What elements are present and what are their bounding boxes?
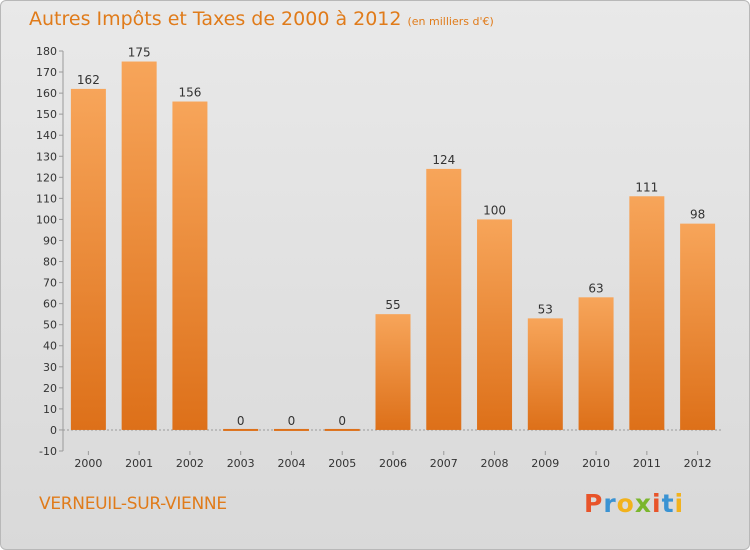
bar xyxy=(426,168,462,430)
bar xyxy=(121,61,157,430)
y-tick-label: 30 xyxy=(43,361,57,374)
data-label: 55 xyxy=(385,298,400,312)
data-label: 0 xyxy=(288,414,296,428)
bar xyxy=(375,314,411,430)
data-label: 111 xyxy=(635,180,658,194)
x-tick-label: 2007 xyxy=(430,457,458,470)
logo-letter: P xyxy=(584,489,604,518)
data-label: 53 xyxy=(538,302,553,316)
x-tick-label: 2002 xyxy=(176,457,204,470)
chart-title: Autres Impôts et Taxes de 2000 à 2012 (en… xyxy=(29,8,494,30)
data-label: 124 xyxy=(432,153,455,167)
logo-letter: r xyxy=(603,489,617,518)
logo-letter: o xyxy=(616,489,635,518)
y-tick-label: 150 xyxy=(36,108,57,121)
data-label: 100 xyxy=(483,203,506,217)
bar xyxy=(527,318,563,430)
bar xyxy=(477,219,513,430)
bar xyxy=(629,196,665,430)
y-tick-label: 100 xyxy=(36,213,57,226)
data-label: 63 xyxy=(588,281,603,295)
y-tick-label: 70 xyxy=(43,277,57,290)
logo-letter: x xyxy=(634,489,652,518)
y-tick-label: 170 xyxy=(36,66,57,79)
y-tick-label: 50 xyxy=(43,319,57,332)
proxiti-logo: Proxiti xyxy=(584,489,684,518)
y-tick-label: -10 xyxy=(39,445,57,458)
x-tick-label: 2003 xyxy=(227,457,255,470)
bar xyxy=(324,428,360,431)
x-tick-label: 2012 xyxy=(684,457,712,470)
y-tick-label: 180 xyxy=(36,45,57,58)
x-tick-label: 2011 xyxy=(633,457,661,470)
logo-letter: i xyxy=(674,489,685,518)
logo-letter: t xyxy=(661,489,675,518)
data-label: 0 xyxy=(338,414,346,428)
bar xyxy=(70,88,106,430)
y-tick-label: 10 xyxy=(43,403,57,416)
logo-letter: i xyxy=(652,489,662,518)
data-label: 0 xyxy=(237,414,245,428)
commune-name: VERNEUIL-SUR-VIENNE xyxy=(39,494,227,514)
data-label: 175 xyxy=(128,46,151,60)
title-text: Autres Impôts et Taxes de 2000 à 2012 xyxy=(29,8,402,30)
x-tick-label: 2000 xyxy=(74,457,102,470)
y-tick-label: 90 xyxy=(43,234,57,247)
y-tick-label: 0 xyxy=(50,424,57,437)
x-tick-label: 2010 xyxy=(582,457,610,470)
y-tick-label: 130 xyxy=(36,150,57,163)
y-tick-label: 110 xyxy=(36,192,57,205)
chart-subtitle: (en milliers d'€) xyxy=(407,15,494,28)
x-tick-label: 2004 xyxy=(277,457,305,470)
x-tick-label: 2006 xyxy=(379,457,407,470)
bar xyxy=(680,223,716,430)
y-tick-label: 40 xyxy=(43,340,57,353)
x-tick-label: 2008 xyxy=(481,457,509,470)
y-tick-label: 120 xyxy=(36,171,57,184)
y-tick-label: 80 xyxy=(43,256,57,269)
y-tick-label: 60 xyxy=(43,298,57,311)
bar xyxy=(223,428,259,431)
bar xyxy=(172,101,208,430)
y-tick-label: 140 xyxy=(36,129,57,142)
y-tick-label: 160 xyxy=(36,87,57,100)
data-label: 98 xyxy=(690,208,705,222)
x-tick-label: 2001 xyxy=(125,457,153,470)
y-tick-label: 20 xyxy=(43,382,57,395)
x-tick-label: 2005 xyxy=(328,457,356,470)
x-tick-label: 2009 xyxy=(531,457,559,470)
data-label: 162 xyxy=(77,73,100,87)
bar xyxy=(273,428,309,431)
bar xyxy=(578,297,614,430)
data-label: 156 xyxy=(178,86,201,100)
